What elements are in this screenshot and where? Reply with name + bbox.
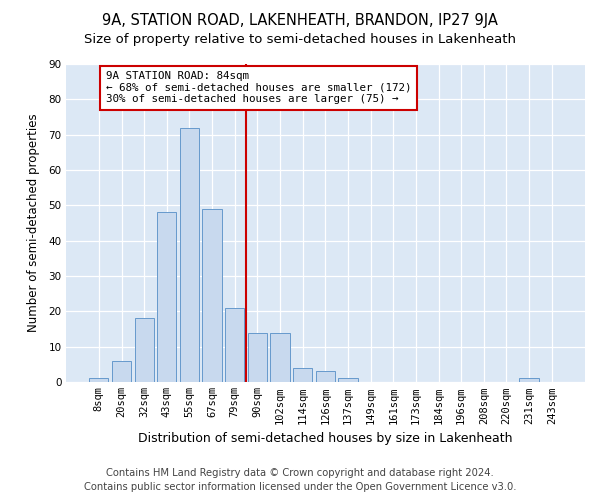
Text: Contains HM Land Registry data © Crown copyright and database right 2024.
Contai: Contains HM Land Registry data © Crown c…	[84, 468, 516, 492]
Text: Size of property relative to semi-detached houses in Lakenheath: Size of property relative to semi-detach…	[84, 32, 516, 46]
Bar	[293, 368, 312, 382]
Text: 9A STATION ROAD: 84sqm
← 68% of semi-detached houses are smaller (172)
30% of se: 9A STATION ROAD: 84sqm ← 68% of semi-det…	[106, 71, 411, 104]
Bar	[520, 378, 539, 382]
Bar	[112, 361, 131, 382]
Bar	[316, 372, 335, 382]
Bar	[134, 318, 154, 382]
Bar	[271, 332, 290, 382]
Bar	[338, 378, 358, 382]
X-axis label: Distribution of semi-detached houses by size in Lakenheath: Distribution of semi-detached houses by …	[138, 432, 512, 445]
Bar	[180, 128, 199, 382]
Bar	[248, 332, 267, 382]
Bar	[202, 209, 222, 382]
Bar	[157, 212, 176, 382]
Bar	[89, 378, 109, 382]
Bar	[225, 308, 244, 382]
Text: 9A, STATION ROAD, LAKENHEATH, BRANDON, IP27 9JA: 9A, STATION ROAD, LAKENHEATH, BRANDON, I…	[102, 12, 498, 28]
Y-axis label: Number of semi-detached properties: Number of semi-detached properties	[27, 114, 40, 332]
